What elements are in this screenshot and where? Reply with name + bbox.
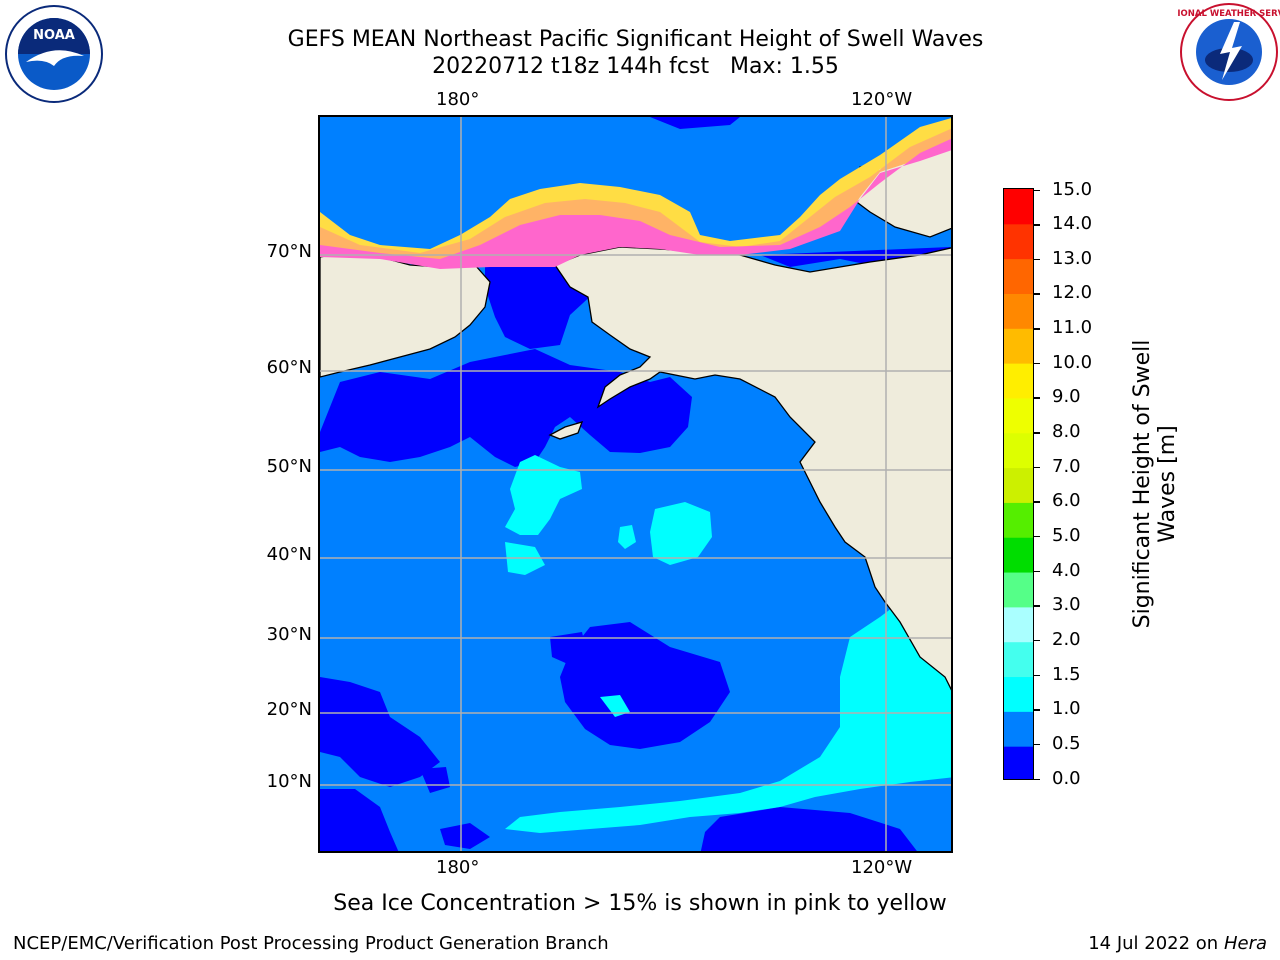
colorbar-bin [1004,572,1033,608]
colorbar-tick-label: 6.0 [1052,490,1081,512]
lat-tick-50n: 50°N [266,456,312,477]
colorbar-tick-mark [1034,432,1040,434]
colorbar-tick-label: 2.0 [1052,628,1081,650]
colorbar-tick-label: 5.0 [1052,524,1081,546]
colorbar-tick-label: 9.0 [1052,386,1081,408]
svg-text:NATIONAL WEATHER SERVICE: NATIONAL WEATHER SERVICE [1178,9,1280,19]
land-masses [320,147,951,691]
colorbar-tick-mark [1034,258,1040,261]
colorbar-label-line-2: Waves [m] [1155,425,1180,543]
swell-height-map [318,115,953,853]
colorbar-tick-mark [1034,743,1040,746]
colorbar-tick-label: 14.0 [1052,213,1093,235]
sea-ice-orange [320,128,951,268]
colorbar-bin [1004,676,1033,712]
chart-title: GEFS MEAN Northeast Pacific Significant … [0,26,1271,80]
colorbar-tick-mark [1034,397,1040,399]
colorbar-bin [1004,328,1033,364]
footer-host: Hera [1223,933,1267,954]
colorbar-bin [1004,258,1033,294]
colorbar-label: Significant Height of Swell Waves [m] [1130,184,1180,784]
colorbar-tick-mark [1034,674,1040,677]
colorbar-tick-label: 7.0 [1052,455,1081,477]
colorbar-tick-label: 0.5 [1052,732,1081,754]
colorbar-tick-label: 4.0 [1052,559,1081,581]
colorbar-tick-mark [1034,709,1040,711]
sea-ice-field [320,118,951,269]
colorbar-tick-mark [1034,328,1040,330]
colorbar-tick-label: 13.0 [1052,247,1093,269]
title-line-2: 20220712 t18z 144h fcst Max: 1.55 [432,54,839,79]
lat-tick-20n: 20°N [266,699,312,720]
colorbar-bin [1004,711,1033,747]
title-line-1: GEFS MEAN Northeast Pacific Significant … [287,27,984,52]
colorbar-tick-mark [1034,535,1040,538]
sea-ice-yellow [320,118,951,267]
colorbar-tick-mark [1034,570,1040,573]
lon-tick-120w-bottom: 120°W [851,857,913,878]
noaa-logo: NOAA [5,5,103,103]
footer-date-text: 14 Jul 2022 on [1088,933,1219,954]
colorbar-tick-label: 1.0 [1052,698,1081,720]
svg-text:NOAA: NOAA [33,28,75,43]
colorbar-tick-mark [1034,639,1040,642]
colorbar-tick-label: 15.0 [1052,178,1093,200]
footer-branch: NCEP/EMC/Verification Post Processing Pr… [13,933,609,954]
colorbar-tick-label: 1.5 [1052,663,1081,685]
colorbar [1003,188,1034,780]
colorbar-tick-label: 12.0 [1052,282,1093,304]
colorbar-tick-label: 8.0 [1052,421,1081,443]
colorbar-bin [1004,467,1033,503]
aleutian-islands [548,421,584,440]
alaska-landmass [554,246,951,691]
footer-date: 14 Jul 2022 on Hera [1088,933,1267,954]
national-weather-service-logo: NATIONAL WEATHER SERVICE [1178,3,1280,101]
lat-tick-70n: 70°N [266,241,312,262]
colorbar-bin [1004,223,1033,260]
lat-tick-10n: 10°N [266,771,312,792]
colorbar-label-line-1: Significant Height of Swell [1130,339,1155,629]
colorbar-tick-label: 0.0 [1052,767,1081,789]
colorbar-tick-mark [1034,293,1040,295]
colorbar-bin [1004,293,1033,329]
colorbar-bin [1004,537,1033,573]
colorbar-tick-mark [1034,189,1040,191]
colorbar-bin [1004,641,1033,678]
colorbar-bin [1004,189,1033,225]
colorbar-bin [1004,432,1033,469]
colorbar-bin [1004,606,1033,643]
colorbar-tick-mark [1034,362,1040,365]
colorbar-tick-label: 3.0 [1052,594,1081,616]
colorbar-tick-label: 10.0 [1052,351,1093,373]
colorbar-bin [1004,502,1033,538]
graticule [320,117,951,851]
colorbar-tick-mark [1034,224,1040,226]
colorbar-tick-mark [1034,466,1040,469]
sea-ice-pink [320,138,951,269]
colorbar-bin [1004,746,1033,779]
colorbar-bin [1004,363,1033,399]
lon-tick-120w-top: 120°W [851,89,913,110]
colorbar-tick-mark [1034,605,1040,607]
lon-tick-180-top: 180° [436,89,480,110]
lon-tick-180-bottom: 180° [436,857,480,878]
colorbar-bin [1004,397,1033,434]
lat-tick-30n: 30°N [266,624,312,645]
lat-tick-60n: 60°N [266,357,312,378]
colorbar-tick-label: 11.0 [1052,317,1093,339]
colorbar-tick-mark [1034,778,1040,780]
sea-ice-note: Sea Ice Concentration > 15% is shown in … [333,891,947,916]
swell-mid-field [505,455,951,833]
colorbar-tick-mark [1034,501,1040,503]
lat-tick-40n: 40°N [266,544,312,565]
